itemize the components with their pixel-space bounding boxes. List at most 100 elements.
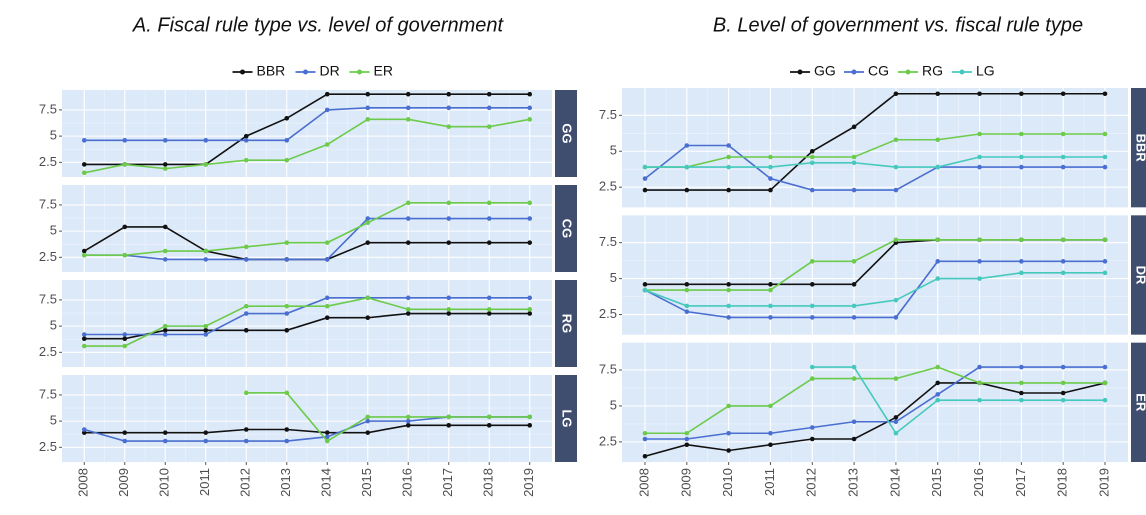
data-point <box>1019 397 1024 403</box>
x-tick-label: 2018 <box>481 468 496 497</box>
data-point <box>726 154 731 160</box>
strip <box>1131 342 1146 462</box>
chart-title: A. Fiscal rule type vs. level of governm… <box>132 14 505 36</box>
strip <box>555 185 577 272</box>
data-point <box>768 403 773 409</box>
data-point <box>642 287 648 293</box>
series-line <box>84 93 530 166</box>
data-point <box>81 248 87 254</box>
legend-swatch-point <box>303 69 308 75</box>
data-point <box>684 282 690 287</box>
data-point <box>977 154 982 160</box>
data-point <box>162 248 168 254</box>
data-point <box>768 164 773 170</box>
data-point <box>405 105 411 111</box>
data-point <box>405 117 411 122</box>
data-point <box>809 148 815 154</box>
series-line <box>84 118 530 174</box>
data-point <box>203 328 209 333</box>
data-point <box>851 436 857 442</box>
data-point <box>768 282 773 287</box>
data-point <box>324 303 330 309</box>
data-point <box>122 343 128 349</box>
data-point <box>527 105 533 111</box>
data-point <box>893 137 899 143</box>
data-point <box>809 376 815 381</box>
data-point <box>486 240 492 245</box>
data-point <box>726 164 731 170</box>
data-point <box>405 418 411 424</box>
data-point <box>1102 164 1108 170</box>
data-point <box>446 295 452 301</box>
data-point <box>1019 390 1024 396</box>
data-point <box>642 453 648 459</box>
data-point <box>405 216 411 221</box>
data-point <box>203 323 209 329</box>
data-point <box>726 282 731 287</box>
x-tick-label: 2015 <box>929 468 944 497</box>
data-point <box>203 257 209 262</box>
x-tick-label: 2009 <box>116 468 131 497</box>
data-point <box>324 438 330 444</box>
data-point <box>284 303 290 309</box>
data-point <box>684 143 690 148</box>
legend-swatch-point <box>959 69 965 75</box>
data-point <box>527 117 533 122</box>
data-point <box>977 364 982 370</box>
data-point <box>243 438 249 444</box>
data-point <box>1060 154 1066 160</box>
data-point <box>324 107 330 113</box>
data-point <box>893 164 899 170</box>
data-point <box>243 303 249 309</box>
data-point <box>405 307 411 312</box>
data-point <box>935 91 941 97</box>
strip-label: ER <box>1134 393 1146 412</box>
data-point <box>768 187 773 193</box>
data-point <box>642 430 648 436</box>
y-tick-label: 7.5 <box>599 107 617 122</box>
data-point <box>446 311 452 316</box>
data-point <box>935 392 941 397</box>
data-point <box>162 328 168 333</box>
y-tick-label: 7.5 <box>39 196 57 211</box>
data-point <box>1060 164 1066 170</box>
legend-label: BBR <box>257 63 286 79</box>
data-point <box>893 419 899 425</box>
y-tick-label: 2.5 <box>39 439 57 454</box>
series-line <box>84 296 530 347</box>
data-point <box>1102 91 1108 97</box>
data-point <box>365 216 371 221</box>
data-point <box>1060 237 1066 243</box>
data-point <box>446 91 452 97</box>
data-point <box>977 91 982 97</box>
data-point <box>365 430 371 435</box>
data-point <box>977 380 982 386</box>
data-point <box>324 91 330 97</box>
y-tick-label: 5 <box>50 318 57 333</box>
series-line <box>645 238 1105 291</box>
data-point <box>977 397 982 403</box>
x-tick-label: 2012 <box>804 468 819 497</box>
data-point <box>486 216 492 221</box>
data-point <box>684 442 690 448</box>
data-point <box>405 311 411 316</box>
data-point <box>405 91 411 97</box>
data-point <box>893 430 899 436</box>
data-point <box>893 91 899 97</box>
data-point <box>851 154 857 160</box>
data-point <box>684 287 690 293</box>
data-point <box>642 187 648 193</box>
data-point <box>243 133 249 139</box>
data-point <box>284 328 290 333</box>
data-point <box>81 427 87 432</box>
data-point <box>122 336 128 341</box>
data-point <box>243 311 249 316</box>
data-point <box>1019 91 1024 97</box>
data-point <box>768 176 773 181</box>
data-point <box>977 276 982 281</box>
series-line <box>84 312 530 340</box>
data-point <box>684 430 690 436</box>
x-tick-label: 2019 <box>1096 468 1111 497</box>
strip-label: CG <box>560 219 575 239</box>
legend-label: GG <box>814 63 836 79</box>
